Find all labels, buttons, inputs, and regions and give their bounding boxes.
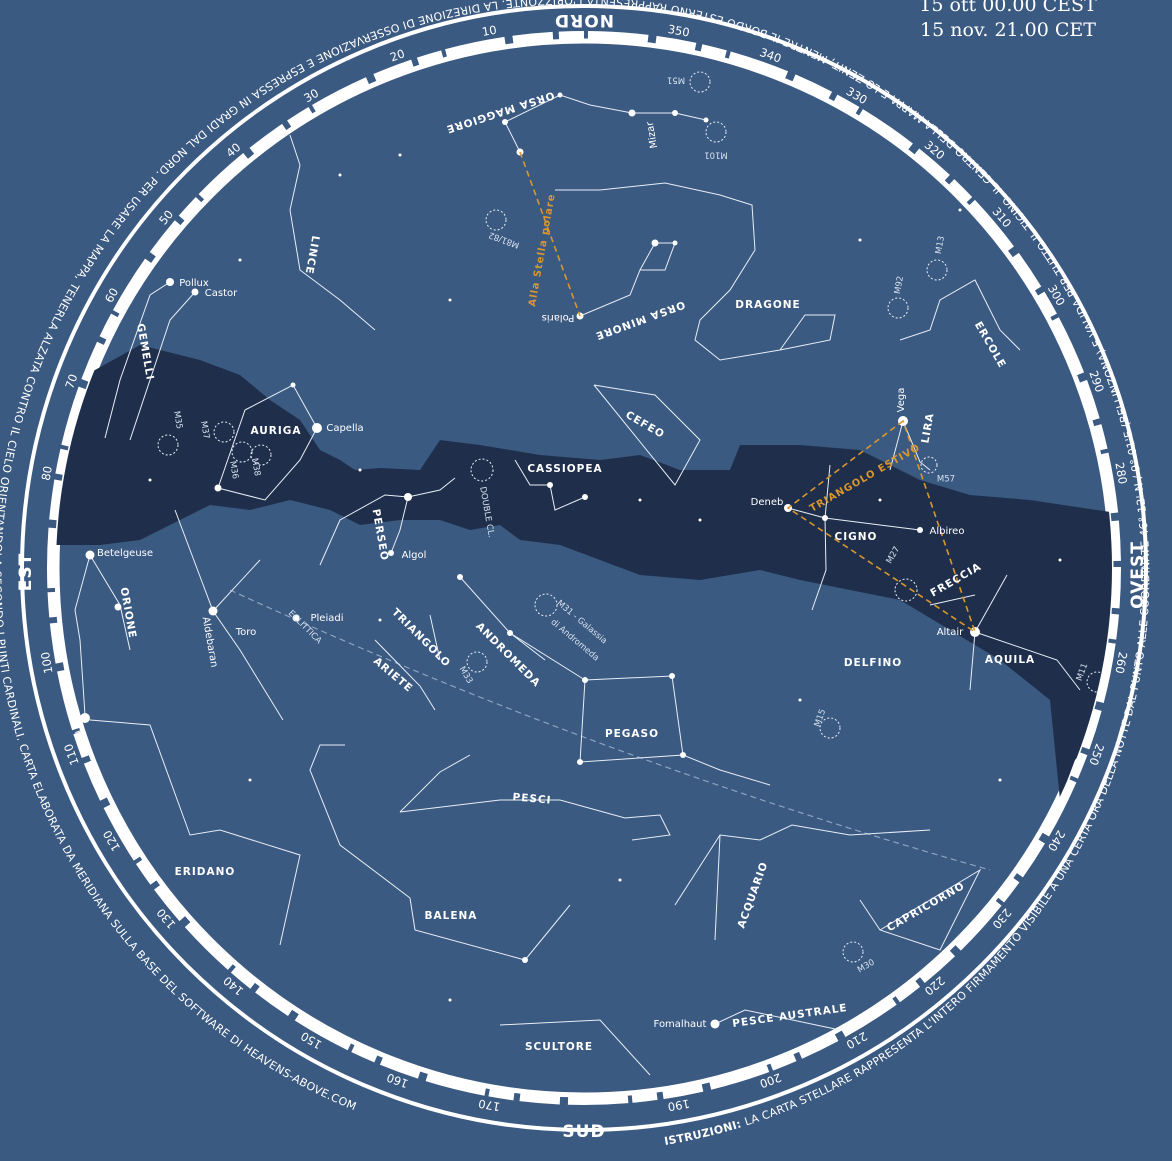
azimuth-label: 60 — [102, 285, 121, 305]
star-label: Vega — [896, 388, 907, 413]
azimuth-label: 190 — [667, 1096, 691, 1114]
constellation-label: AQUILA — [985, 654, 1035, 666]
azimuth-label: 350 — [667, 22, 691, 40]
stars — [80, 92, 1062, 1029]
object-label: M92 — [893, 275, 906, 295]
star-label: Pleiadi — [311, 613, 344, 624]
sky — [56, 71, 1112, 1076]
object-label: M36 — [227, 460, 240, 480]
constellation-label: SCULTORE — [525, 1041, 593, 1053]
azimuth-label: 80 — [39, 465, 55, 482]
constellation-label: AURIGA — [250, 425, 301, 437]
summer-triangle — [786, 419, 977, 634]
constellation-label: PEGASO — [605, 728, 659, 740]
star-label: Fomalhaut — [654, 1019, 707, 1030]
star-label: Altair — [937, 627, 964, 638]
star-label: Albireo — [930, 526, 965, 537]
milky-way — [56, 345, 1112, 800]
constellation-label: PESCI — [512, 791, 552, 806]
star-label: Algol — [402, 550, 427, 561]
star-label: Betelgeuse — [97, 548, 153, 559]
cardinal: SUD — [562, 1122, 605, 1142]
star-label: Capella — [326, 423, 363, 434]
object-label: M57 — [937, 475, 955, 485]
constellation-label: ERIDANO — [175, 866, 236, 878]
constellation-lines — [74, 94, 1081, 1076]
object-label: M101 — [704, 150, 728, 160]
star-label: Mizar — [645, 120, 661, 149]
star-label: Pollux — [179, 278, 209, 289]
azimuth-label: 260 — [1112, 651, 1130, 675]
constellation-label: CIGNO — [835, 531, 878, 543]
constellation-label: DELFINO — [844, 657, 902, 669]
pole-arrow — [519, 151, 581, 317]
cardinal: OVEST — [1128, 541, 1148, 609]
deep-sky-objects — [157, 71, 1108, 963]
azimuth-label: 100 — [38, 651, 56, 675]
azimuth-label: 280 — [1112, 461, 1130, 485]
constellation-label: BALENA — [425, 910, 478, 922]
horizon — [47, 31, 1121, 1105]
object-label: M38 — [249, 457, 262, 477]
azimuth-label: 30 — [301, 86, 321, 105]
star-label: Castor — [205, 288, 238, 299]
star-label: Deneb — [751, 497, 784, 508]
azimuth-label: 20 — [388, 46, 407, 64]
object-label: M35 — [171, 410, 184, 430]
azimuth-label: 70 — [62, 372, 80, 391]
constellation-label: LIRA — [919, 412, 936, 444]
star-label: Toro — [235, 627, 257, 638]
cardinal: EST — [16, 553, 36, 591]
ecliptic-line — [229, 589, 991, 871]
constellation-label: CASSIOPEA — [527, 463, 602, 475]
azimuth-label: 10 — [481, 23, 498, 39]
azimuth-label: 170 — [477, 1096, 501, 1114]
object-label: M13 — [934, 235, 947, 255]
cardinal: NORD — [554, 10, 614, 30]
outer-ring — [20, 4, 1148, 1132]
date-line: 15 ott 00.00 CEST — [919, 0, 1097, 16]
object-label: M51 — [667, 75, 685, 85]
star-label: Polaris — [542, 312, 575, 323]
date-line: 15 nov. 21.00 CET — [920, 19, 1096, 41]
object-label: M37 — [198, 420, 211, 440]
constellation-label: DRAGONE — [735, 299, 800, 311]
